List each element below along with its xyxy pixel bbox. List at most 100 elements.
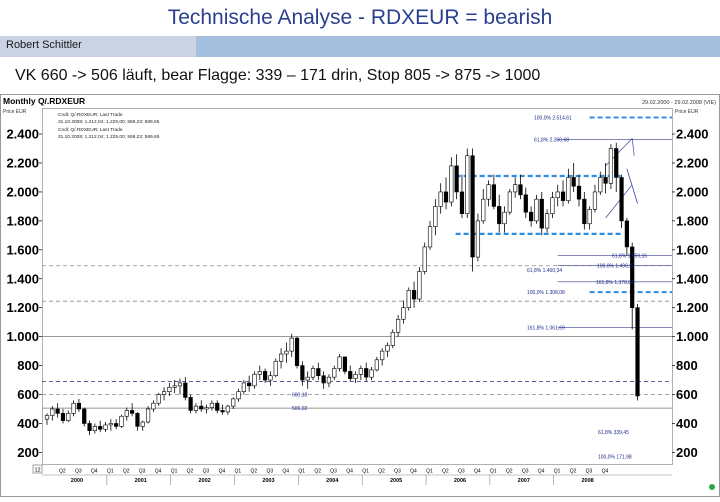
x-quarter-label: Q4 xyxy=(410,469,417,475)
author-name: Robert Schittler xyxy=(6,39,82,51)
x-quarter-label: Q4 xyxy=(91,469,98,475)
candle xyxy=(513,177,518,198)
candle-body xyxy=(481,198,486,222)
candle xyxy=(449,157,454,207)
candle xyxy=(321,371,326,389)
candle-body xyxy=(544,213,550,229)
author-bar-left: Robert Schittler xyxy=(0,36,196,57)
candle xyxy=(592,184,598,213)
y-tick-label-right: 1.400 xyxy=(676,271,709,286)
candle-body xyxy=(433,206,438,227)
candle xyxy=(518,174,523,200)
candle xyxy=(71,400,76,417)
x-quarter-label: Q4 xyxy=(346,469,353,475)
candle-body xyxy=(156,394,161,404)
fib-label-2: 61,8% 1.559,16 xyxy=(612,254,647,260)
candle-body xyxy=(204,407,209,410)
candle xyxy=(130,403,135,417)
candle-body xyxy=(438,191,443,207)
candle xyxy=(215,400,220,414)
x-year-label: 2006 xyxy=(454,478,466,484)
candle xyxy=(305,371,310,389)
x-quarter-label: Q1 xyxy=(426,469,433,475)
x-axis: Q2 Q3 Q4 Q1 Q2 Q3 Q4 Q1 Q2 Q3 Q4 Q1 Q2 Q3 Q4 Q1 Q2 Q3 Q4 Q1… xyxy=(42,469,672,485)
candle-body xyxy=(539,198,544,229)
fib-label-5: 100,0% 1.308,08 xyxy=(527,290,565,296)
candle-body xyxy=(401,307,406,320)
fib-label-6: 61,8% 1.460,34 xyxy=(527,268,562,274)
candle-body xyxy=(497,206,502,225)
candle xyxy=(108,419,113,431)
candle-body xyxy=(114,423,119,427)
x-year-label: 2008 xyxy=(582,478,594,484)
candle xyxy=(465,148,470,218)
candle-body xyxy=(177,382,183,387)
x-quarter-label: Q2 xyxy=(251,469,258,475)
candle xyxy=(316,362,321,381)
y-tick-label-right: 1.600 xyxy=(676,242,709,257)
candle-body xyxy=(300,365,305,381)
y-tick-label-left: 600 xyxy=(17,387,39,402)
candle xyxy=(92,423,97,434)
fib-label-9: 100,0% 171,98 xyxy=(598,454,632,460)
x-year-label: 2007 xyxy=(518,478,530,484)
line-label-1: 506,02 xyxy=(292,406,308,412)
y-tick-label-left: 2.200 xyxy=(6,155,39,170)
candle-body xyxy=(98,426,103,430)
candle xyxy=(481,189,486,224)
candle-body xyxy=(209,402,215,408)
candle-body xyxy=(231,398,236,407)
candle-body xyxy=(608,148,614,184)
candle xyxy=(619,174,624,229)
candle xyxy=(401,300,406,324)
x-quarter-label: Q1 xyxy=(554,469,561,475)
candle xyxy=(300,361,305,386)
chart-border xyxy=(0,94,720,497)
candle-body xyxy=(614,148,619,178)
candle-body xyxy=(470,155,475,258)
candle xyxy=(156,393,161,407)
candle-body xyxy=(529,211,534,222)
x-year-label: 2004 xyxy=(326,478,339,484)
candle xyxy=(268,371,273,386)
candle-body xyxy=(364,368,369,378)
candle xyxy=(443,177,449,210)
candle-body xyxy=(624,220,629,248)
candle-body xyxy=(475,220,481,258)
candle-body xyxy=(50,408,55,416)
candle xyxy=(167,382,172,396)
legend-line-3: Cndl; Q/.RDXEUR; Last Trade xyxy=(58,127,123,133)
candle xyxy=(124,407,129,421)
candle xyxy=(257,365,262,381)
ylabel-right-text: Price EUR xyxy=(675,109,699,115)
candle xyxy=(544,209,550,233)
candle xyxy=(576,174,582,207)
candle xyxy=(438,183,443,214)
candle xyxy=(470,148,475,272)
candle-body xyxy=(220,410,225,413)
chart-title: Monthly Q/.RDXEUR xyxy=(3,96,85,106)
candle-body xyxy=(92,426,97,432)
candle-body xyxy=(369,369,374,378)
candle-body xyxy=(502,211,507,225)
candle xyxy=(534,194,539,224)
candle xyxy=(374,356,379,372)
candle-body xyxy=(630,246,635,309)
candles xyxy=(44,142,640,436)
candle xyxy=(326,374,332,388)
candle-body xyxy=(82,408,87,424)
x-quarter-label: Q3 xyxy=(394,469,401,475)
fib-label-7: 161,8% 1.061,69 xyxy=(527,326,565,332)
candle xyxy=(50,406,55,421)
candle xyxy=(358,365,363,381)
candle xyxy=(486,180,491,207)
candle-body xyxy=(305,376,310,381)
slide-title: Technische Analyse - RDXEUR = bearish xyxy=(167,6,553,29)
candle-body xyxy=(44,415,50,420)
ylabel-right: Price EUR xyxy=(675,109,699,115)
candle xyxy=(310,365,316,381)
candle-body xyxy=(119,415,124,427)
candle-body xyxy=(294,337,300,366)
x-quarter-label: Q2 xyxy=(570,469,577,475)
candle-body xyxy=(284,350,289,355)
